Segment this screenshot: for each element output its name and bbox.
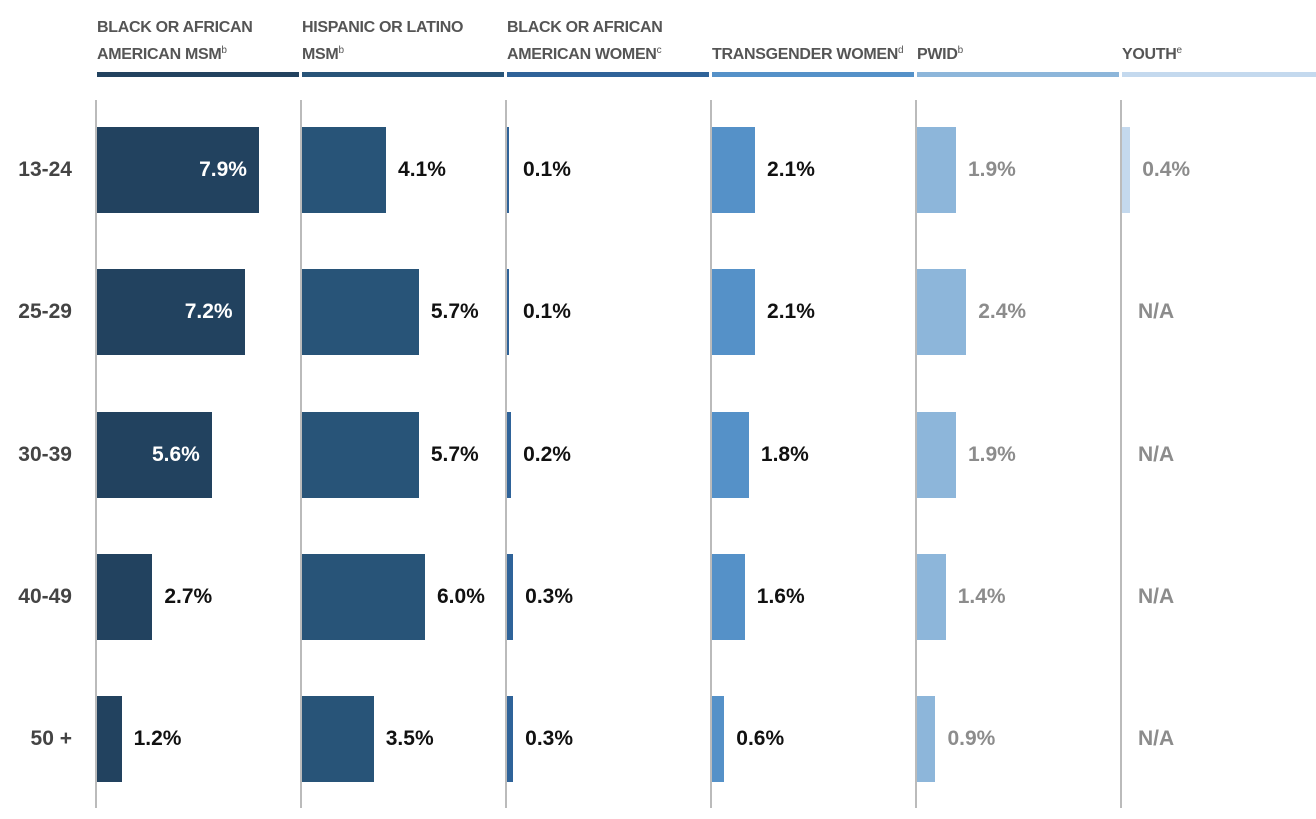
header-rule [507,72,709,77]
value-label: 0.2% [523,442,571,466]
value-label: 3.5% [385,727,434,751]
axis-line [95,100,97,808]
value-label: 1.9% [967,442,1016,466]
header-rule [302,72,504,77]
value-label: 1.6% [756,584,805,608]
value-label: N/A [1138,727,1175,751]
header-rule [97,72,299,77]
header-name: YOUTH [1122,46,1177,63]
header-text: BLACK OR AFRICAN AMERICAN WOMENc [507,16,702,66]
header-note: c [656,45,662,56]
row-label: 40-49 [18,584,72,608]
axis-line [710,100,712,808]
value-label: 0.3% [525,584,574,608]
value-label: 7.9% [199,158,247,181]
value-label: 6.0% [437,584,485,608]
column-header: BLACK OR AFRICAN AMERICAN WOMENc [507,0,707,66]
bar [97,127,259,213]
header-note: e [1176,45,1183,56]
value-label: 0.1% [523,158,571,181]
value-label: 2.1% [767,300,815,324]
bar [97,269,245,356]
header-text: HISPANIC OR LATINO MSMb [302,16,497,66]
bar [712,553,745,640]
bar [507,411,512,498]
bar [917,696,936,783]
bar [917,269,967,356]
bar [507,696,514,783]
bar [97,696,122,783]
bar [712,269,756,356]
header-text: TRANSGENDER WOMENd [712,39,907,66]
value-label: 1.2% [133,727,182,751]
value-label: 1.9% [967,158,1016,181]
bar [917,127,956,213]
bar [712,696,725,783]
row-label: 13-24 [18,158,72,181]
row-label: 50 + [30,727,72,751]
value-label: 2.7% [164,584,213,608]
value-label: 0.9% [947,727,996,751]
bar [302,127,387,213]
row-label: 30-39 [18,442,72,466]
bar [712,411,749,498]
bar [1122,127,1131,213]
bar [302,553,425,640]
header-text: PWIDb [917,39,1112,66]
column-header: PWIDb [917,0,1117,66]
header-rule [712,72,914,77]
header-text: YOUTHe [1122,39,1316,66]
value-label: 5.6% [151,442,200,466]
axis-line [1120,100,1122,808]
value-label: 5.7% [430,442,479,466]
header-name: BLACK OR AFRICAN AMERICAN WOMEN [507,19,663,63]
axis-line [915,100,917,808]
value-label: 1.8% [760,442,809,466]
column-header: BLACK OR AFRICAN AMERICAN MSMb [97,0,297,66]
bar [507,553,514,640]
value-label: 2.1% [767,158,815,181]
value-label: 2.4% [978,300,1027,324]
header-rule [917,72,1119,77]
value-label: 1.4% [957,584,1006,608]
header-name: TRANSGENDER WOMEN [712,46,899,63]
column-header: TRANSGENDER WOMENd [712,0,912,66]
value-label: 4.1% [398,158,446,181]
value-label: 0.6% [736,727,785,751]
bar [507,269,510,356]
value-label: N/A [1138,442,1175,466]
column-header: HISPANIC OR LATINO MSMb [302,0,502,66]
header-note: b [221,45,227,56]
bar [302,411,419,498]
bar [302,696,374,783]
bar [712,127,756,213]
column-header: YOUTHe [1122,0,1316,66]
axis-line [505,100,507,808]
header-rule [1122,72,1316,77]
header-note: d [898,45,904,56]
bar [917,411,956,498]
header-text: BLACK OR AFRICAN AMERICAN MSMb [97,16,292,66]
bar [97,411,212,498]
value-label: 0.4% [1142,158,1191,181]
value-label: 5.7% [430,300,479,324]
header-name: BLACK OR AFRICAN AMERICAN MSM [97,19,253,63]
value-label: 0.1% [523,300,571,324]
value-label: N/A [1138,300,1175,324]
header-name: PWID [917,46,958,63]
bar [302,269,419,356]
bar [507,127,510,213]
value-label: N/A [1138,584,1175,608]
bar [97,553,153,640]
bar [917,553,946,640]
axis-line [300,100,302,808]
value-label: 7.2% [184,300,233,324]
header-note: b [957,45,964,56]
header-note: b [338,45,344,56]
row-label: 25-29 [18,300,72,324]
value-label: 0.3% [525,727,574,751]
header-name: HISPANIC OR LATINO MSM [302,19,464,63]
